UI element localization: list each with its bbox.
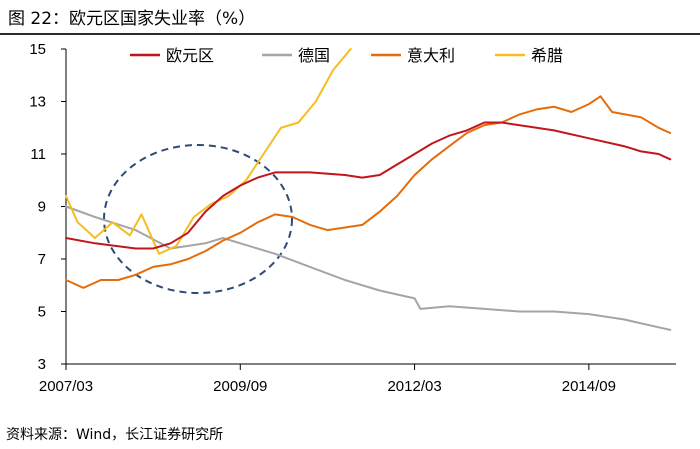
axes: 3 5 7 9 11 13 15 2007/03 2009/09 2012/03 2014/09 xyxy=(29,41,676,395)
x-tick-label: 2014/09 xyxy=(562,378,616,395)
x-tick-label: 2007/03 xyxy=(39,378,93,395)
legend-label-euro-area: 欧元区 xyxy=(166,47,214,65)
unemployment-line-chart: 3 5 7 9 11 13 15 2007/03 2009/09 2012/03 2014/09 欧… xyxy=(29,41,676,395)
y-tick-label: 5 xyxy=(38,304,46,321)
legend: 欧元区 德国 意大利 希腊 xyxy=(130,46,563,65)
series-layer xyxy=(65,48,672,331)
figure-source: 资料来源：Wind，长江证券研究所 xyxy=(6,427,224,443)
series-line-greece xyxy=(65,48,352,255)
legend-label-italy: 意大利 xyxy=(407,46,455,65)
legend-label-greece: 希腊 xyxy=(531,47,563,65)
y-tick-label: 9 xyxy=(38,199,46,216)
series-line-germany xyxy=(65,205,672,331)
x-tick-label: 2009/09 xyxy=(213,378,267,395)
title-rule xyxy=(0,33,700,35)
x-tick-label: 2012/03 xyxy=(387,378,441,395)
series-line-euro-area xyxy=(65,121,672,250)
figure-title: 图 22：欧元区国家失业率（%） xyxy=(8,9,256,29)
y-tick-label: 15 xyxy=(29,41,46,58)
y-tick-label: 13 xyxy=(29,94,46,111)
series-line-italy xyxy=(65,95,672,289)
y-tick-label: 7 xyxy=(38,251,46,268)
y-tick-label: 11 xyxy=(30,146,46,163)
y-tick-label: 3 xyxy=(38,356,46,373)
legend-label-germany: 德国 xyxy=(298,47,330,65)
